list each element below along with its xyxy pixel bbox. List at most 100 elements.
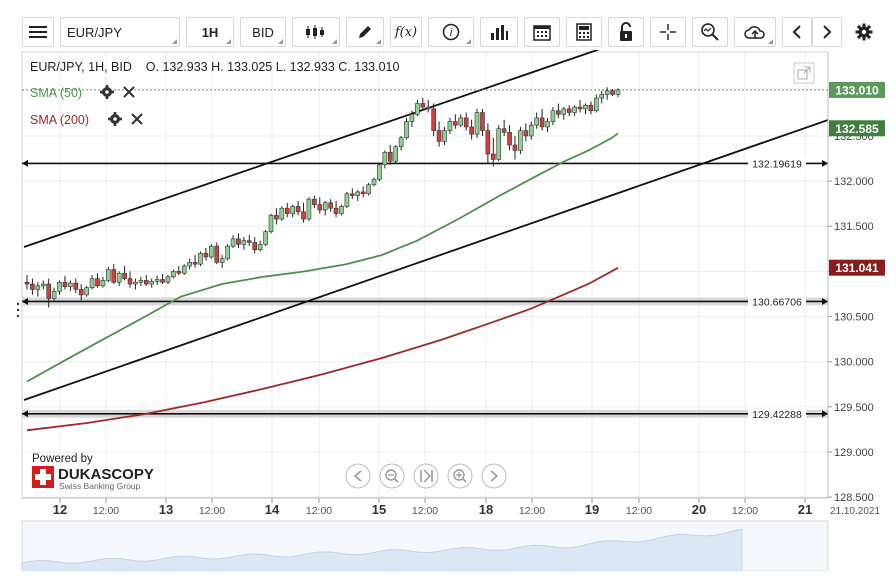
candle-up <box>306 198 312 220</box>
price-side-select[interactable]: BID <box>240 17 286 47</box>
candle-up <box>604 90 610 95</box>
candle-down <box>46 283 51 299</box>
level-label: 130.66706 <box>752 296 802 308</box>
function-button[interactable]: f(x) <box>390 17 422 47</box>
candle-down <box>78 289 84 296</box>
candle-up <box>225 245 230 260</box>
candle-up <box>355 191 361 196</box>
grid <box>22 52 828 498</box>
candle-down <box>176 271 182 274</box>
navigator[interactable] <box>21 520 829 572</box>
sma50-settings-icon[interactable] <box>100 85 114 99</box>
sma200-line <box>26 267 619 432</box>
x-axis: 12 12:00 13 12:00 14 12:00 15 12:00 18 12:00 19 12:… <box>22 497 880 517</box>
symbol-select[interactable]: EUR/JPY <box>60 17 180 47</box>
svg-text:i: i <box>450 27 453 39</box>
candle-up <box>599 94 605 99</box>
candle-down <box>463 117 469 128</box>
sma200-close-icon[interactable] <box>131 113 143 125</box>
x-tick-label: 18 <box>479 502 493 517</box>
sma50-close-icon[interactable] <box>123 86 135 98</box>
candle-up <box>257 244 263 251</box>
candle-up <box>371 178 377 186</box>
sma50-label: SMA (50) <box>30 86 82 100</box>
price-chart[interactable]: 132.19619 130.66706 129.42288 128.500 129.0… <box>0 48 896 572</box>
candle-up <box>344 193 350 207</box>
sma200-settings-icon[interactable] <box>108 112 122 126</box>
x-tick-label: 12:00 <box>93 505 119 517</box>
candle-up <box>268 215 274 232</box>
candle-down <box>284 207 290 214</box>
candle-down <box>480 112 485 131</box>
settings-button[interactable] <box>848 17 880 47</box>
candle-down <box>203 253 209 258</box>
candle-up <box>447 121 453 131</box>
candle-down <box>512 144 518 151</box>
menu-button[interactable] <box>22 17 54 47</box>
info-button[interactable]: i <box>428 17 474 47</box>
lock-icon <box>620 22 632 41</box>
level-arrow-right <box>822 410 828 418</box>
candle-down <box>577 106 583 110</box>
dukascopy-wordmark: DUKASCOPY <box>58 466 154 483</box>
level-arrow-left <box>22 410 28 418</box>
candle-down <box>127 278 133 285</box>
gear-icon <box>855 23 873 41</box>
sma50-line <box>26 132 619 383</box>
candle-up <box>545 121 550 128</box>
channel-upper-line <box>23 48 601 248</box>
candle-up <box>138 280 144 283</box>
candle-up <box>572 106 577 113</box>
candle-up <box>615 89 621 95</box>
crosshair-button[interactable] <box>650 17 686 47</box>
candle-down <box>111 269 117 283</box>
candle-down <box>312 198 317 205</box>
candle-up <box>106 269 111 281</box>
level-label: 129.42288 <box>752 409 802 421</box>
lock-button[interactable] <box>608 17 644 47</box>
y-tick-label: 132.000 <box>834 176 874 188</box>
x-tick-label: 15 <box>372 502 386 517</box>
calculator-icon <box>576 23 592 41</box>
candle-up <box>279 207 285 220</box>
prev-button[interactable] <box>782 17 812 47</box>
volume-button[interactable] <box>480 17 518 47</box>
scroll-left-button[interactable] <box>345 463 371 489</box>
candle-down <box>192 262 198 265</box>
candle-up <box>398 137 404 148</box>
calendar-icon <box>533 25 551 41</box>
x-tick-label: 12:00 <box>519 505 545 517</box>
candle-down <box>539 117 545 128</box>
upload-button[interactable] <box>734 17 776 47</box>
zoom-in-button[interactable] <box>447 463 473 489</box>
candle-down <box>143 280 149 285</box>
candle-up <box>171 271 176 278</box>
candle-down <box>387 151 393 162</box>
scroll-right-button[interactable] <box>481 463 507 489</box>
next-button[interactable] <box>812 17 842 47</box>
x-tick-label: 12 <box>53 502 67 517</box>
price-badge-label: 131.041 <box>835 261 879 275</box>
price-badge <box>829 81 885 98</box>
candle-up <box>366 184 371 195</box>
resize-handle[interactable] <box>16 302 20 318</box>
level-arrow-left <box>22 159 28 167</box>
x-tick-label: 12:00 <box>199 505 225 517</box>
draw-button[interactable] <box>346 17 384 47</box>
zoom-out-button[interactable] <box>379 463 405 489</box>
x-tick-label: 12:00 <box>412 505 438 517</box>
candle-up <box>496 128 502 160</box>
candle-type-button[interactable] <box>292 17 340 47</box>
calculator-button[interactable] <box>566 17 602 47</box>
timeframe-select[interactable]: 1H <box>186 17 234 47</box>
expand-icon[interactable] <box>793 62 815 84</box>
calendar-button[interactable] <box>524 17 560 47</box>
candle-up <box>393 146 398 162</box>
reset-view-button[interactable] <box>413 463 439 489</box>
candle-up <box>133 281 138 285</box>
horizontal-levels: 132.19619 130.66706 129.42288 <box>22 156 828 421</box>
zoom-button[interactable] <box>692 17 728 47</box>
candle-up <box>339 206 344 214</box>
candle-up <box>35 285 41 290</box>
candle-up <box>198 253 203 265</box>
